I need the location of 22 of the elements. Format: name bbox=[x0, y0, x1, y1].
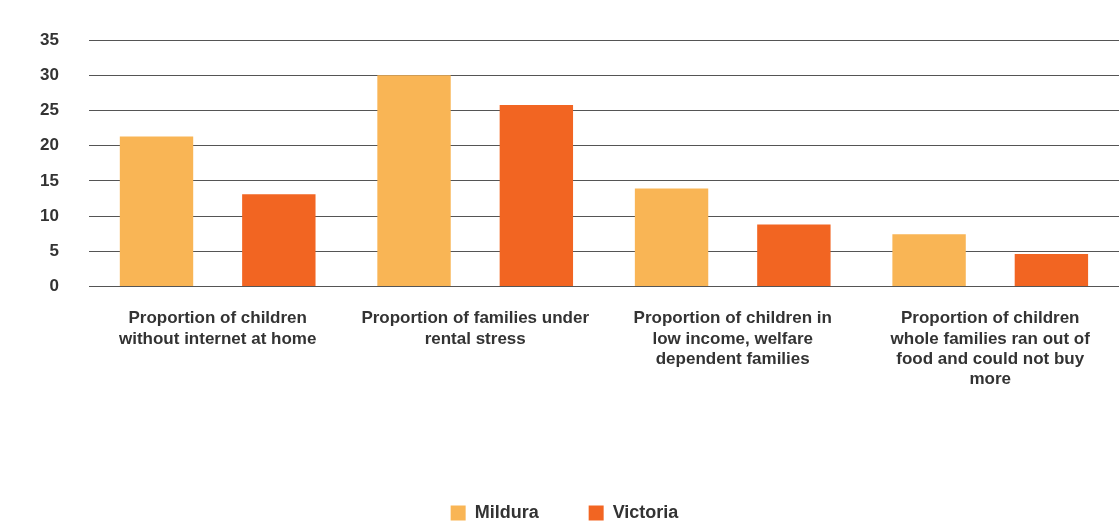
y-tick-label: 0 bbox=[49, 276, 59, 296]
y-tick-label: 35 bbox=[39, 29, 59, 49]
x-tick-label: Proportion of children whole families ran out of food and could not buy more bbox=[889, 308, 1091, 389]
y-tick-label: 5 bbox=[49, 240, 59, 260]
x-tick-label: Proportion of families under rental stress bbox=[361, 308, 590, 348]
bar bbox=[634, 188, 709, 286]
y-tick-label: 10 bbox=[39, 205, 59, 225]
bar bbox=[377, 75, 451, 286]
legend-label: Victoria bbox=[612, 501, 680, 522]
bar bbox=[1014, 254, 1089, 286]
bar bbox=[892, 234, 966, 286]
y-tick-label: 30 bbox=[39, 65, 59, 85]
x-tick-label: Proportion of children without internet at home bbox=[117, 308, 317, 348]
y-tick-label: 15 bbox=[39, 170, 59, 190]
y-tick-label: 20 bbox=[39, 135, 59, 155]
x-tick-label: Proportion of children in low income, welfare dependent families bbox=[633, 308, 832, 369]
bar bbox=[499, 104, 574, 286]
bar bbox=[757, 224, 831, 286]
bar bbox=[242, 194, 316, 286]
legend-label: Mildura bbox=[474, 501, 540, 522]
bar bbox=[119, 136, 194, 286]
y-tick-label: 25 bbox=[39, 100, 59, 120]
